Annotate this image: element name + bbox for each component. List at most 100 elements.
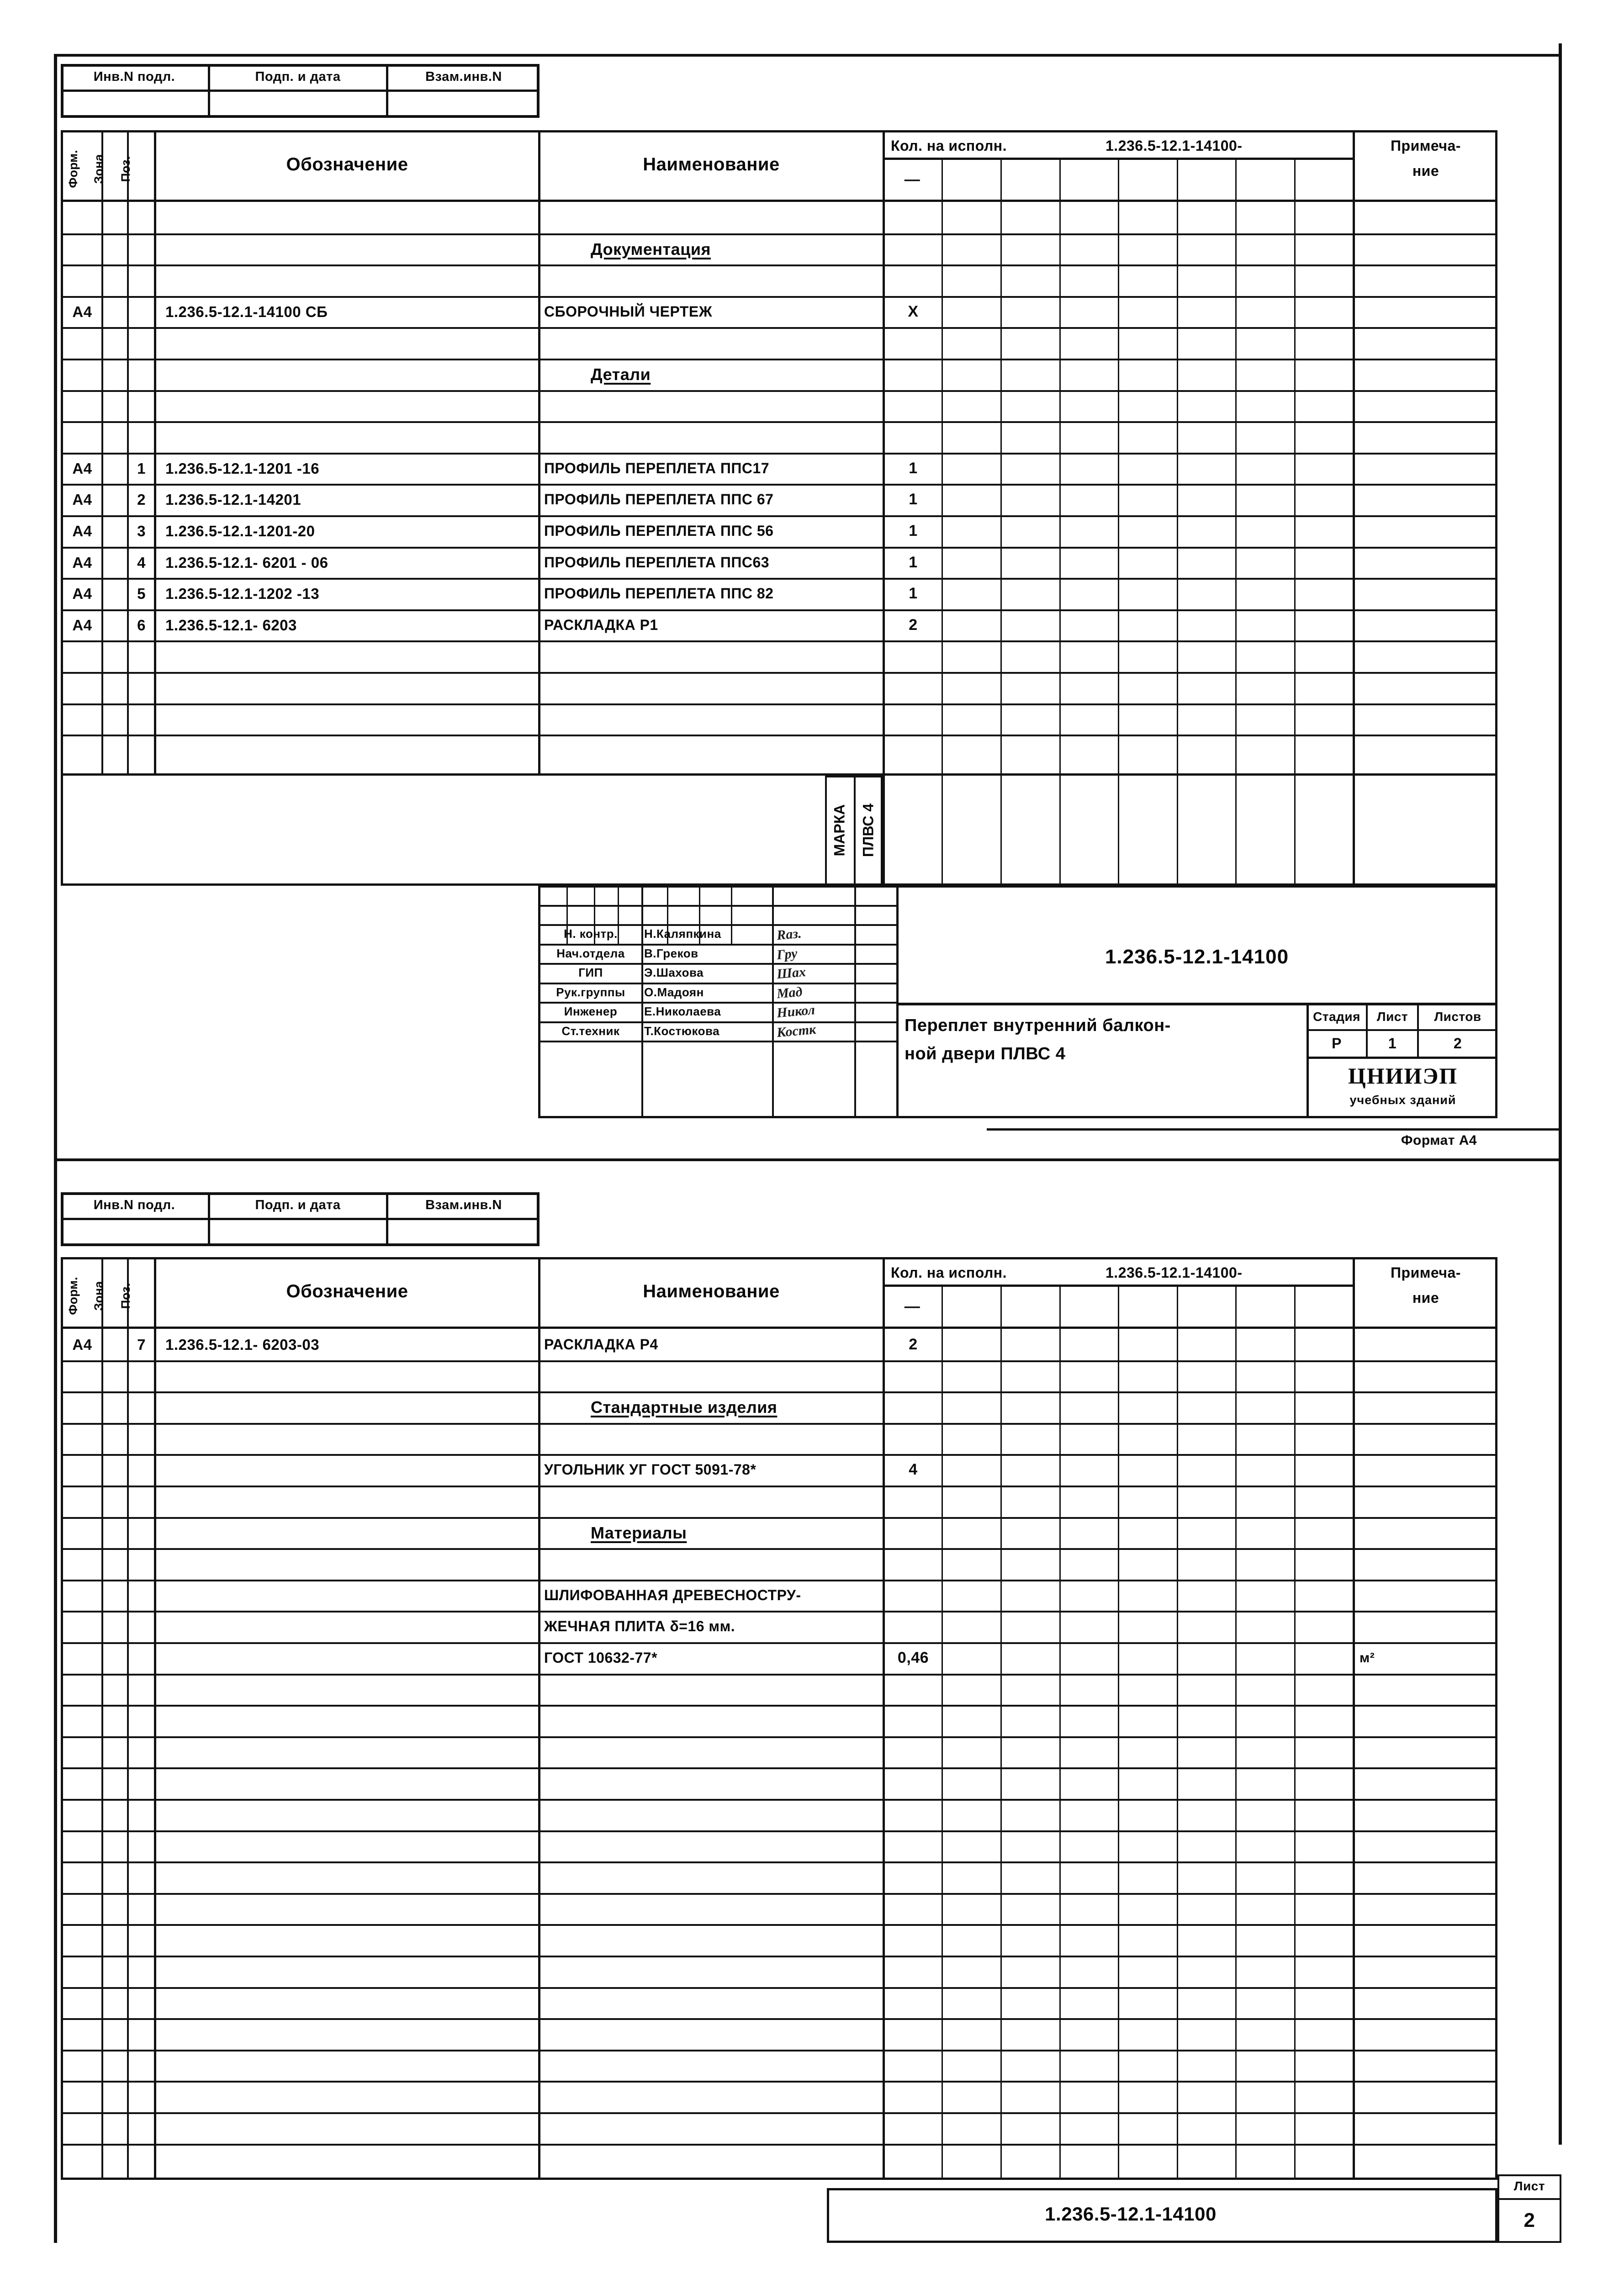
row-rule-2-7	[61, 1548, 1497, 1550]
header-naimenovanie-1: Наименование	[643, 154, 780, 174]
stamp-podp-data-2: Подп. и дата	[255, 1197, 341, 1212]
row-rule-1-13	[61, 609, 1497, 611]
row-rule-2-10	[61, 1642, 1497, 1644]
qty-sub-1-5	[1177, 159, 1178, 776]
cell-zona	[103, 578, 127, 609]
cell-naimenovanie: ШЛИФОВАННАЯ ДРЕВЕСНОСТРУ-	[544, 1587, 801, 1603]
header-primechanie-l1-2: Примеча-	[1391, 1264, 1461, 1281]
cell-note	[1360, 1454, 1502, 1486]
sheets-label: Листов	[1434, 1010, 1481, 1024]
header-form-2: Форм.	[66, 1277, 80, 1315]
row-rule-2-25	[61, 2112, 1497, 2114]
section-heading: Документация	[591, 239, 711, 259]
frame-right-rail	[1559, 43, 1562, 2145]
title-block-person: О.Мадоян	[644, 985, 704, 999]
tb-code-div	[896, 1003, 1497, 1005]
tb-top-v1	[566, 885, 568, 944]
qty-ext-i	[1353, 776, 1355, 885]
organization-name: ЦНИИЭП	[1348, 1063, 1458, 1089]
cell-form: А4	[72, 303, 92, 320]
cell-form: А4	[72, 1336, 92, 1353]
qty-sub-1-3	[1059, 159, 1061, 776]
left-band-edge	[61, 776, 63, 885]
header-form-1: Форм.	[66, 150, 80, 188]
cell-naimenovanie: РАСКЛАДКА Р4	[544, 1336, 658, 1353]
row-rule-2-23	[61, 2050, 1497, 2051]
cell-naimenovanie: ПРОФИЛЬ ПЕРЕПЛЕТА ППС 56	[544, 523, 774, 539]
cell-poz	[129, 296, 154, 328]
cell-zona	[103, 1611, 127, 1642]
cell-oboznachenie	[165, 1611, 538, 1642]
qty-ext-c	[1000, 776, 1002, 885]
cell-form	[63, 1611, 101, 1642]
qty-sub-2-4	[1118, 1285, 1119, 2180]
header-kol-code-2: 1.236.5-12.1-14100-	[1106, 1264, 1243, 1281]
cell-zona	[103, 1454, 127, 1486]
header-kol-dash-1: —	[904, 170, 920, 188]
cell-zona	[103, 1580, 127, 1611]
cell-naimenovanie: ПРОФИЛЬ ПЕРЕПЛЕТА ППС17	[544, 460, 770, 476]
cell-oboznachenie	[165, 1642, 538, 1674]
tb-row-rule-6	[538, 1002, 896, 1004]
row-rule-1-11	[61, 547, 1497, 549]
cell-oboznachenie: 1.236.5-12.1-1202 -13	[165, 585, 320, 602]
title-block-person: В.Греков	[644, 946, 698, 960]
cell-zona	[103, 1329, 127, 1360]
header-bottom-2	[61, 1327, 1497, 1329]
cell-poz	[129, 1611, 154, 1642]
col-div-form-2	[101, 1257, 103, 2180]
row-rule-2-5	[61, 1486, 1497, 1487]
format-note-1: Формат А4	[1401, 1133, 1477, 1148]
cell-form	[63, 1454, 101, 1486]
title-block-role: Н. контр.	[564, 927, 618, 941]
stamp-vzam-inv-2: Взам.инв.N	[425, 1197, 502, 1212]
stamp-podp-data-1: Подп. и дата	[255, 69, 341, 84]
title-block-person: Т.Костюкова	[644, 1024, 720, 1038]
cell-quantity	[885, 1580, 942, 1611]
cell-naimenovanie: СБОРОЧНЫЙ ЧЕРТЕЖ	[544, 303, 713, 320]
format-rule	[987, 1128, 1560, 1131]
row-rule-2-3	[61, 1423, 1497, 1425]
tb-row-rule-8	[538, 1041, 896, 1042]
cell-oboznachenie: 1.236.5-12.1-14201	[165, 491, 302, 508]
header-primechanie-l1-1: Примеча-	[1391, 137, 1461, 154]
mark-div	[854, 776, 856, 885]
mark-label: МАРКА	[831, 804, 848, 856]
qty-header-div-2	[883, 1285, 1354, 1287]
col-div-note-2	[1353, 1257, 1355, 2180]
cell-poz	[129, 1580, 154, 1611]
row-rule-1-2	[61, 264, 1497, 266]
stamp-inv-podl-2: Инв.N подл.	[93, 1197, 175, 1212]
row-rule-1-10	[61, 515, 1497, 517]
cell-note	[1355, 609, 1497, 641]
row-rule-1-6	[61, 390, 1497, 392]
row-rule-2-14	[61, 1767, 1497, 1769]
cell-poz: 1	[137, 460, 146, 477]
cell-note	[1355, 515, 1497, 547]
col-div-zona-2	[127, 1257, 129, 2180]
cell-note	[1360, 1611, 1502, 1642]
row-rule-2-19	[61, 1924, 1497, 1926]
cell-zona	[103, 296, 127, 328]
tb-row-rule-1	[538, 905, 896, 907]
header-primechanie-l2-2: ние	[1412, 1289, 1439, 1306]
qty-ext-e	[1118, 776, 1119, 885]
row-rule-2-22	[61, 2018, 1497, 2020]
header-naimenovanie-2: Наименование	[643, 1281, 780, 1301]
stamp-mid-2	[61, 1218, 540, 1220]
mark-band-bottom	[61, 883, 1497, 886]
row-rule-1-14	[61, 640, 1497, 642]
tb-top-v6	[731, 885, 732, 944]
cell-naimenovanie: ГОСТ 10632-77*	[544, 1650, 658, 1666]
qty-sub-1-7	[1294, 159, 1296, 776]
row-rule-1-9	[61, 484, 1497, 486]
cell-oboznachenie: 1.236.5-12.1-1201 -16	[165, 460, 320, 477]
row-rule-1-3	[61, 296, 1497, 298]
title-block-title-line1: Переплет внутренний балкон-	[905, 1015, 1171, 1035]
qty-sub-2-1	[942, 1285, 943, 2180]
row-rule-2-1	[61, 1360, 1497, 1362]
cell-oboznachenie: 1.236.5-12.1- 6203	[165, 616, 297, 634]
cell-poz: 3	[137, 522, 146, 539]
row-rule-2-9	[61, 1611, 1497, 1613]
